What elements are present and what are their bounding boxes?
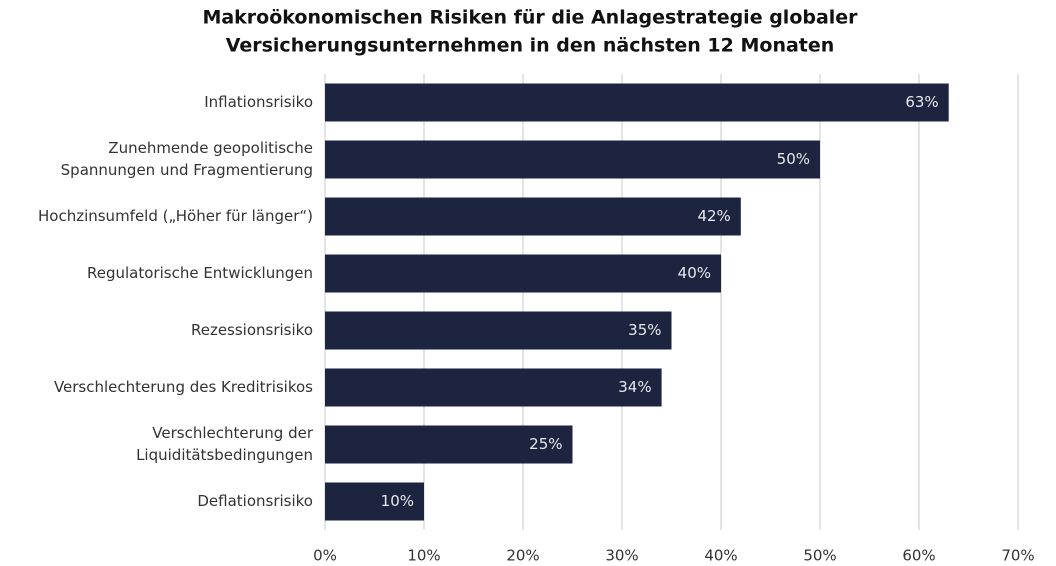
bar [325, 482, 424, 521]
x-tick-label: 20% [506, 547, 539, 565]
y-tick-label: Hochzinsumfeld („Höher für länger“) [38, 207, 313, 225]
value-label: 42% [697, 207, 730, 225]
bar [325, 83, 949, 122]
chart-title: Versicherungsunternehmen in den nächsten… [226, 35, 835, 57]
value-label: 25% [529, 435, 562, 453]
x-tick-label: 0% [313, 547, 337, 565]
x-tick-label: 70% [1001, 547, 1034, 565]
bar [325, 254, 721, 293]
y-tick-label: Spannungen und Fragmentierung [61, 161, 313, 179]
value-label: 35% [628, 321, 661, 339]
x-tick-label: 10% [407, 547, 440, 565]
x-tick-label: 50% [803, 547, 836, 565]
bar [325, 197, 741, 236]
value-label: 50% [777, 150, 810, 168]
value-label: 40% [678, 264, 711, 282]
bar [325, 311, 672, 350]
y-tick-label: Rezessionsrisiko [191, 321, 313, 339]
y-tick-label: Regulatorische Entwicklungen [87, 264, 313, 282]
y-tick-label: Verschlechterung der [152, 424, 314, 442]
value-label: 34% [618, 378, 651, 396]
x-tick-label: 30% [605, 547, 638, 565]
y-tick-label: Deflationsrisiko [197, 492, 313, 510]
chart-title: Makroökonomischen Risiken für die Anlage… [202, 7, 858, 29]
y-tick-label: Inflationsrisiko [204, 93, 313, 111]
value-label: 10% [381, 492, 414, 510]
y-tick-label: Verschlechterung des Kreditrisikos [54, 378, 313, 396]
x-tick-label: 40% [704, 547, 737, 565]
bar [325, 425, 573, 464]
value-label: 63% [905, 93, 938, 111]
bar [325, 140, 820, 179]
y-tick-label: Zunehmende geopolitische [108, 139, 313, 157]
bar [325, 368, 662, 407]
y-tick-label: Liquiditätsbedingungen [136, 446, 313, 464]
x-tick-label: 60% [902, 547, 935, 565]
